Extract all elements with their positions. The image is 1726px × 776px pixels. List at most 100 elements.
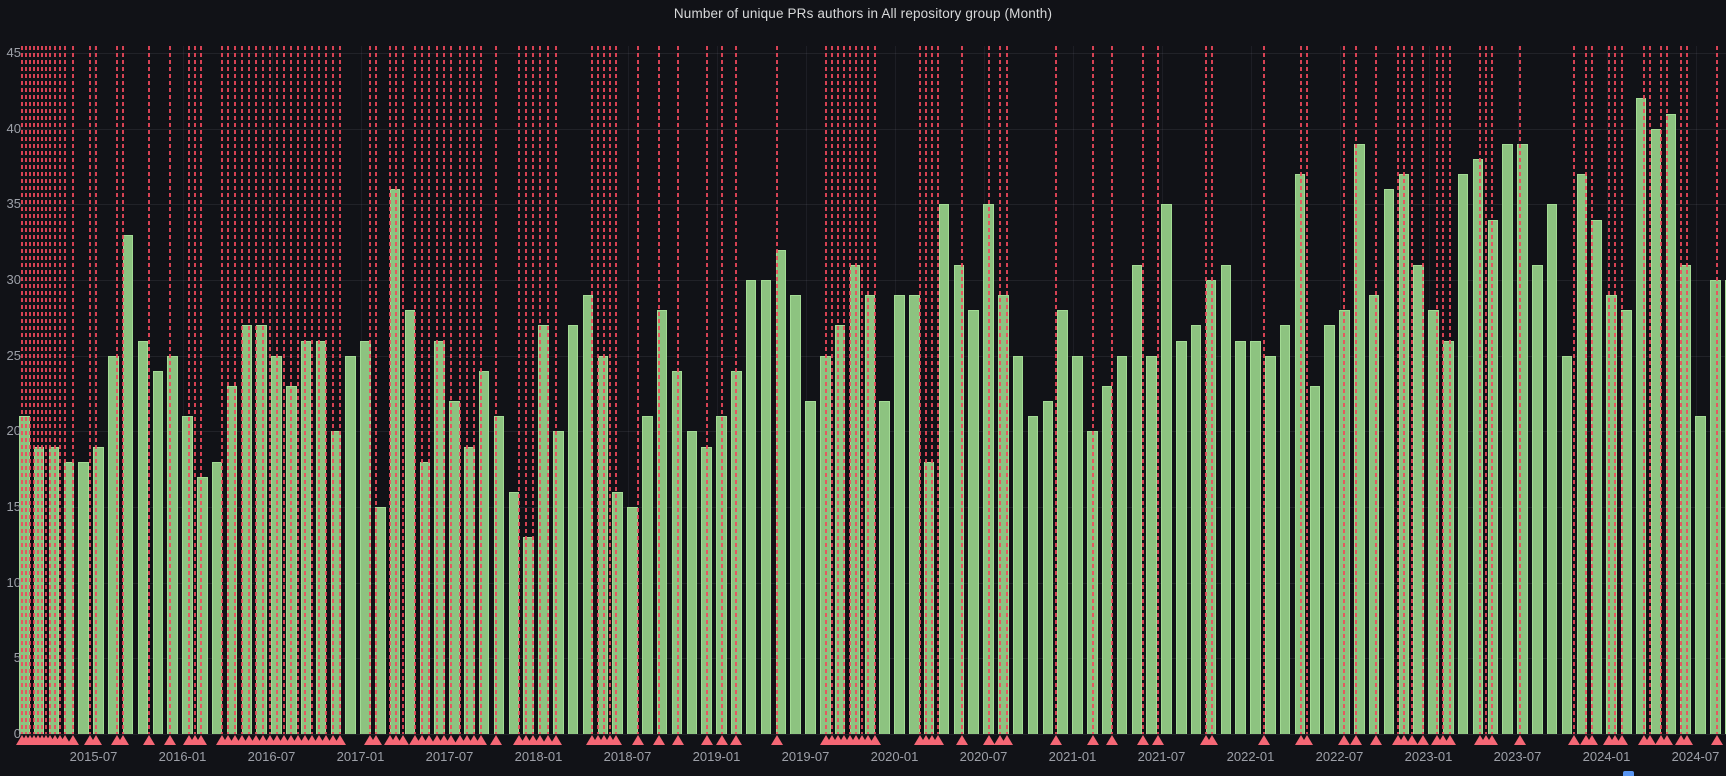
annotation-marker-icon[interactable]	[730, 735, 742, 745]
annotation-line[interactable]	[169, 46, 171, 734]
annotation-line[interactable]	[1643, 46, 1645, 734]
annotation-line[interactable]	[21, 46, 23, 734]
annotation-line[interactable]	[459, 46, 461, 734]
annotation-line[interactable]	[369, 46, 371, 734]
annotation-line[interactable]	[547, 46, 549, 734]
bar-2018-10[interactable]	[671, 370, 683, 734]
annotation-marker-icon[interactable]	[271, 735, 283, 745]
annotation-line[interactable]	[227, 46, 229, 734]
bar-2015-06[interactable]	[78, 461, 89, 734]
annotation-line[interactable]	[919, 46, 921, 734]
annotation-line[interactable]	[837, 46, 839, 734]
bar-2016-09[interactable]	[300, 340, 312, 734]
annotation-line[interactable]	[1205, 46, 1207, 734]
annotation-line[interactable]	[1649, 46, 1651, 734]
bar-2024-03[interactable]	[1635, 98, 1647, 734]
bar-2019-09[interactable]	[834, 325, 846, 734]
annotation-marker-icon[interactable]	[1137, 735, 1149, 745]
annotation-line[interactable]	[925, 46, 927, 734]
annotation-marker-icon[interactable]	[862, 735, 874, 745]
annotation-line[interactable]	[988, 46, 990, 734]
annotation-line[interactable]	[637, 46, 639, 734]
annotation-line[interactable]	[64, 46, 66, 734]
annotation-line[interactable]	[241, 46, 243, 734]
bar-2022-10[interactable]	[1383, 189, 1395, 734]
annotation-marker-icon[interactable]	[278, 735, 290, 745]
annotation-marker-icon[interactable]	[983, 735, 995, 745]
bar-2015-07[interactable]	[93, 446, 104, 734]
bar-2021-01[interactable]	[1072, 355, 1083, 734]
annotation-line[interactable]	[1397, 46, 1399, 734]
bar-2021-08[interactable]	[1176, 340, 1187, 734]
bar-2016-01[interactable]	[182, 416, 193, 734]
annotation-marker-icon[interactable]	[292, 735, 304, 745]
annotation-line[interactable]	[116, 46, 118, 734]
annotation-line[interactable]	[436, 46, 438, 734]
annotation-marker-icon[interactable]	[1001, 735, 1013, 745]
annotation-marker-icon[interactable]	[1301, 735, 1313, 745]
annotation-marker-icon[interactable]	[956, 735, 968, 745]
annotation-line[interactable]	[1142, 46, 1144, 734]
bar-2018-09[interactable]	[656, 310, 668, 734]
annotation-line[interactable]	[1686, 46, 1688, 734]
annotation-marker-icon[interactable]	[994, 735, 1006, 745]
annotation-line[interactable]	[1306, 46, 1308, 734]
bar-2023-06[interactable]	[1502, 143, 1513, 734]
annotation-line[interactable]	[466, 46, 468, 734]
bar-2022-01[interactable]	[1250, 340, 1261, 734]
annotation-marker-icon[interactable]	[1644, 735, 1656, 745]
bar-2023-04[interactable]	[1472, 158, 1484, 734]
annotation-marker-icon[interactable]	[117, 735, 129, 745]
annotation-line[interactable]	[414, 46, 416, 734]
bar-2021-07[interactable]	[1161, 204, 1172, 734]
bar-2022-09[interactable]	[1368, 295, 1380, 734]
bar-2022-03[interactable]	[1279, 325, 1291, 734]
bar-2019-03[interactable]	[745, 280, 757, 734]
annotation-line[interactable]	[1343, 46, 1345, 734]
bar-2018-11[interactable]	[686, 431, 698, 734]
annotation-line[interactable]	[1573, 46, 1575, 734]
annotation-marker-icon[interactable]	[59, 735, 71, 745]
annotation-line[interactable]	[304, 46, 306, 734]
annotation-marker-icon[interactable]	[632, 735, 644, 745]
annotation-line[interactable]	[1621, 46, 1623, 734]
annotation-line[interactable]	[480, 46, 482, 734]
annotation-marker-icon[interactable]	[334, 735, 346, 745]
bar-2023-10[interactable]	[1561, 355, 1573, 734]
annotation-line[interactable]	[49, 46, 51, 734]
annotation-line[interactable]	[41, 46, 43, 734]
annotation-marker-icon[interactable]	[299, 735, 311, 745]
annotation-line[interactable]	[874, 46, 876, 734]
annotation-marker-icon[interactable]	[1437, 735, 1449, 745]
bar-2020-03[interactable]	[923, 461, 935, 734]
bar-2020-06[interactable]	[968, 310, 979, 734]
annotation-marker-icon[interactable]	[454, 735, 466, 745]
bar-2015-11[interactable]	[152, 370, 164, 734]
annotation-line[interactable]	[597, 46, 599, 734]
annotation-marker-icon[interactable]	[771, 735, 783, 745]
annotation-line[interactable]	[831, 46, 833, 734]
annotation-line[interactable]	[1585, 46, 1587, 734]
annotation-line[interactable]	[677, 46, 679, 734]
annotation-line[interactable]	[931, 46, 933, 734]
bar-2023-01[interactable]	[1428, 310, 1439, 734]
annotation-marker-icon[interactable]	[550, 735, 562, 745]
annotation-line[interactable]	[29, 46, 31, 734]
bar-2020-09[interactable]	[1012, 355, 1024, 734]
annotation-line[interactable]	[1211, 46, 1213, 734]
annotation-marker-icon[interactable]	[672, 735, 684, 745]
annotation-line[interactable]	[276, 46, 278, 734]
bar-2020-08[interactable]	[998, 295, 1009, 734]
annotation-marker-icon[interactable]	[1087, 735, 1099, 745]
annotation-line[interactable]	[776, 46, 778, 734]
annotation-line[interactable]	[525, 46, 527, 734]
annotation-marker-icon[interactable]	[1206, 735, 1218, 745]
bar-2016-05[interactable]	[241, 325, 253, 734]
annotation-marker-icon[interactable]	[229, 735, 241, 745]
annotation-line[interactable]	[421, 46, 423, 734]
bar-2021-09[interactable]	[1190, 325, 1202, 734]
annotation-line[interactable]	[402, 46, 404, 734]
annotation-marker-icon[interactable]	[1616, 735, 1628, 745]
bar-2022-06[interactable]	[1324, 325, 1335, 734]
